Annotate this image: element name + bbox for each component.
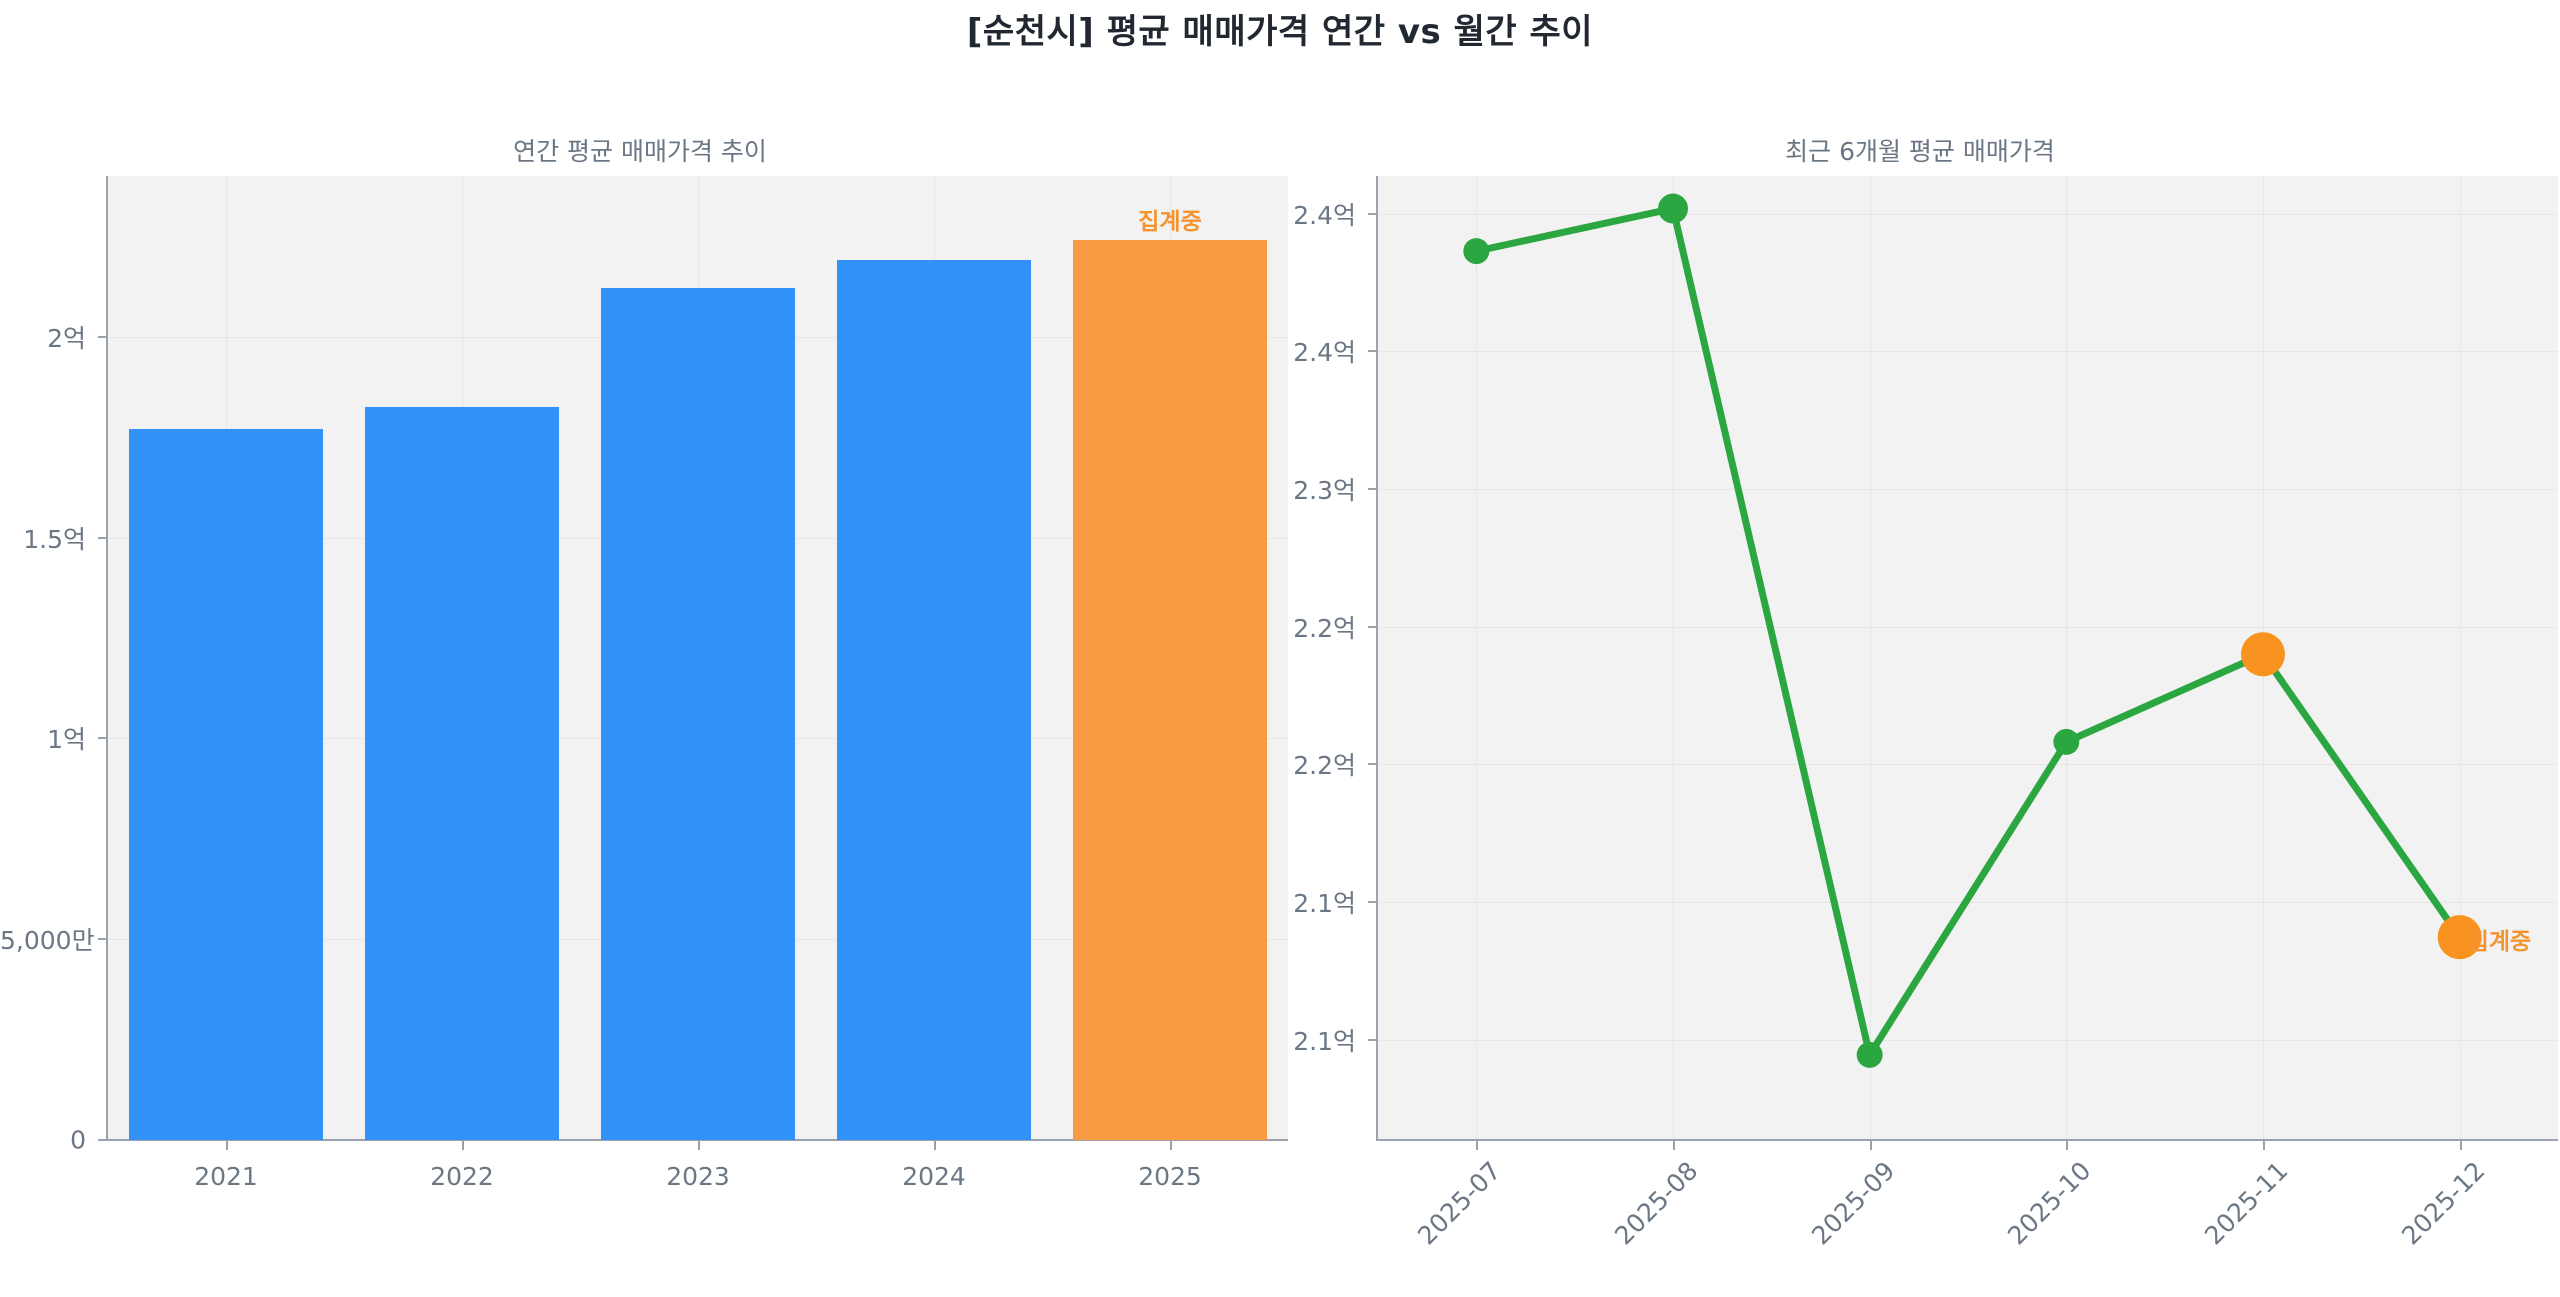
annual-x-tick bbox=[226, 1140, 228, 1150]
annual-x-tick bbox=[462, 1140, 464, 1150]
monthly-vgridline bbox=[2459, 176, 2461, 1140]
monthly-y-tick bbox=[1368, 487, 1378, 490]
monthly-gridline bbox=[1378, 351, 2558, 353]
annual-y-tick-label: 5,000만 bbox=[0, 926, 95, 956]
monthly-y-tick bbox=[1368, 1038, 1378, 1041]
monthly-y-tick-label: 2.4억 bbox=[1293, 338, 1356, 368]
monthly-vgridline bbox=[1869, 176, 1871, 1140]
monthly-x-tick bbox=[1476, 1140, 1479, 1150]
monthly-x-tick bbox=[1673, 1140, 1675, 1150]
monthly-chart-title: 최근 6개월 평균 매매가격 bbox=[1785, 137, 2055, 166]
monthly-x-tick bbox=[2066, 1140, 2069, 1150]
monthly-line-chart-panel: 최근 6개월 평균 매매가격 2.4억 2.4억 2.3억 2.2억 2.2억 2.1억 2… bbox=[1280, 0, 2560, 1250]
monthly-gridline bbox=[1378, 488, 2558, 490]
annual-y-tick-label: 0 bbox=[70, 1125, 86, 1155]
annual-y-tick bbox=[98, 536, 108, 539]
monthly-line-path bbox=[1472, 205, 2464, 1059]
monthly-y-tick bbox=[1368, 212, 1378, 215]
annual-x-tick bbox=[934, 1140, 936, 1150]
annual-y-tick-label: 1.5억 bbox=[23, 524, 86, 554]
annual-bar[interactable] bbox=[129, 429, 323, 1140]
page-title: [순천시] 평균 매매가격 연간 vs 월간 추이 bbox=[966, 12, 1594, 52]
annual-y-tick-label: 2억 bbox=[47, 323, 86, 353]
monthly-y-tick-label: 2.2억 bbox=[1293, 613, 1356, 643]
annual-bar-annotation: 집계중 bbox=[1138, 209, 1202, 236]
monthly-y-tick bbox=[1368, 763, 1378, 766]
monthly-data-point[interactable]: 2025-12 2.15억 bbox=[2437, 915, 2482, 960]
monthly-y-tick-label: 2.4억 bbox=[1293, 200, 1356, 230]
monthly-y-tick bbox=[1368, 625, 1378, 628]
annual-bar-chart-panel: 연간 평균 매매가격 추이 0 5,000만 1억 1.5억 2억 2021 2022 202… bbox=[0, 0, 1288, 1234]
monthly-y-tick-label: 2.1억 bbox=[1293, 889, 1356, 919]
monthly-data-point[interactable]: 2025-07 2.43억 bbox=[1463, 238, 1490, 265]
annual-y-tick bbox=[98, 1139, 108, 1141]
monthly-data-point[interactable]: 2025-08 2.44억 bbox=[1658, 193, 1688, 224]
monthly-point-annotation: 집계중 bbox=[2467, 929, 2532, 956]
monthly-x-axis-line bbox=[1376, 1139, 2558, 1141]
annual-bar[interactable] bbox=[1073, 240, 1267, 1140]
annual-y-tick bbox=[98, 737, 108, 740]
annual-y-axis-line bbox=[106, 176, 108, 1140]
monthly-y-tick bbox=[1368, 901, 1378, 904]
monthly-x-tick bbox=[2459, 1140, 2462, 1150]
monthly-vgridline bbox=[2066, 176, 2068, 1140]
annual-y-tick-label: 1억 bbox=[47, 725, 86, 755]
monthly-chart-plot-area bbox=[1378, 176, 2558, 1140]
monthly-vgridline bbox=[1673, 176, 1674, 1140]
annual-bar[interactable] bbox=[601, 288, 795, 1140]
annual-y-tick bbox=[98, 335, 108, 338]
monthly-x-tick bbox=[2263, 1140, 2265, 1150]
monthly-gridline bbox=[1378, 764, 2558, 766]
monthly-vgridline bbox=[1476, 176, 1478, 1140]
monthly-y-tick-label: 2.2억 bbox=[1293, 751, 1356, 781]
monthly-y-tick-label: 2.1억 bbox=[1293, 1026, 1356, 1056]
monthly-x-tick bbox=[1869, 1140, 1872, 1150]
monthly-gridline bbox=[1378, 626, 2558, 628]
annual-y-tick bbox=[98, 938, 108, 941]
monthly-data-point[interactable]: 2025-11 2.26억 bbox=[2241, 632, 2285, 677]
annual-x-tick-label: 2023 bbox=[666, 1162, 730, 1191]
monthly-line-series: 2025-07 2.43억 2025-08 2.44억 2025-09 2.10억 2… bbox=[1463, 193, 2482, 1068]
annual-bar[interactable] bbox=[837, 260, 1031, 1140]
annual-x-tick bbox=[698, 1140, 700, 1150]
monthly-data-point[interactable]: 2025-09 2.10억 bbox=[1856, 1041, 1883, 1068]
annual-x-axis-line bbox=[106, 1139, 1288, 1141]
monthly-y-tick bbox=[1368, 350, 1378, 353]
monthly-gridline bbox=[1378, 213, 2558, 215]
monthly-gridline bbox=[1378, 1039, 2558, 1041]
monthly-y-tick-label: 2.3억 bbox=[1293, 475, 1356, 505]
annual-x-tick-label: 2021 bbox=[194, 1162, 258, 1191]
annual-x-tick-label: 2025 bbox=[1138, 1162, 1202, 1191]
annual-bar[interactable] bbox=[365, 406, 559, 1140]
monthly-data-point[interactable]: 2025-10 2.23억 bbox=[2053, 728, 2080, 755]
annual-x-tick bbox=[1170, 1140, 1172, 1150]
annual-x-tick-label: 2024 bbox=[902, 1162, 966, 1191]
annual-chart-title: 연간 평균 매매가격 추이 bbox=[513, 137, 767, 166]
monthly-y-axis-line bbox=[1376, 176, 1378, 1140]
annual-x-tick-label: 2022 bbox=[430, 1162, 494, 1191]
